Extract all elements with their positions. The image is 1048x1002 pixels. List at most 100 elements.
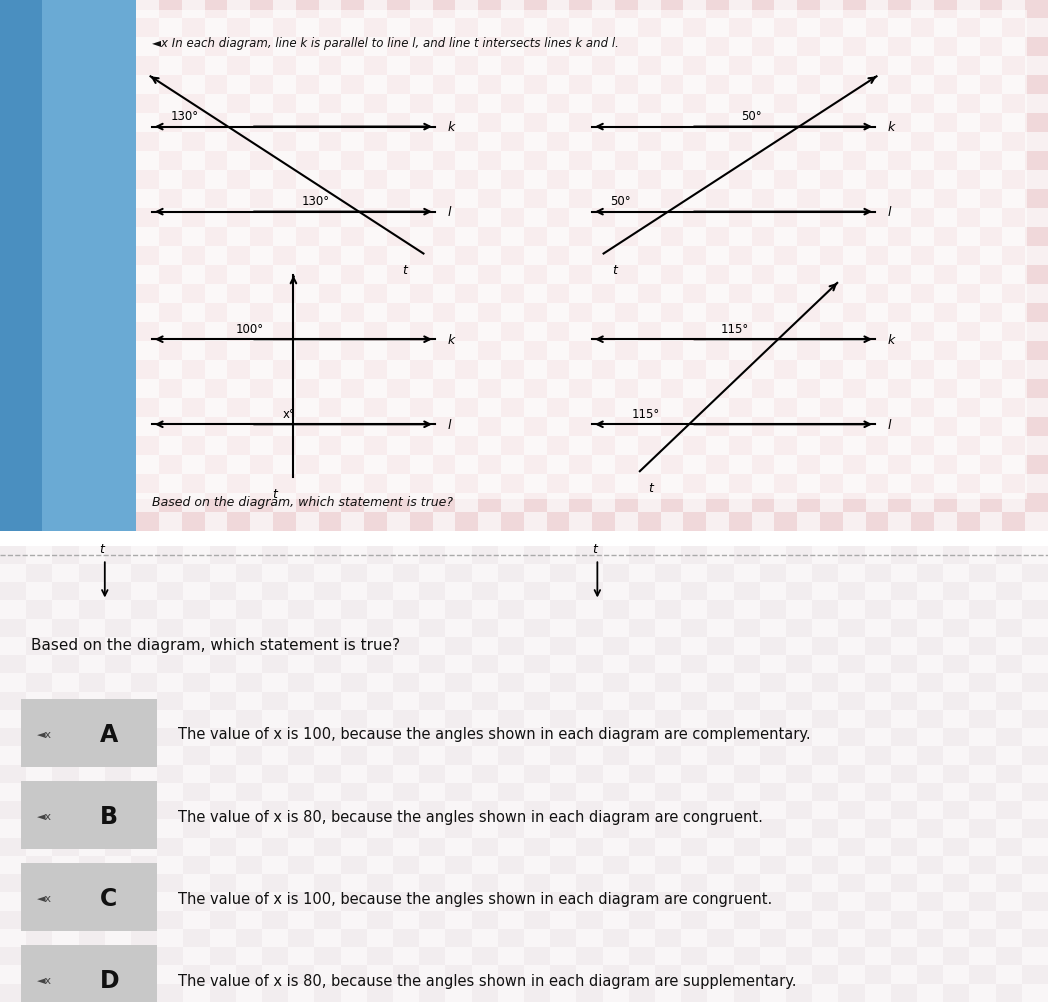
Bar xyxy=(729,38,751,57)
Bar xyxy=(683,455,706,474)
Bar xyxy=(865,692,891,710)
Bar xyxy=(498,728,524,746)
Bar xyxy=(341,929,367,947)
Bar xyxy=(524,673,550,692)
Bar xyxy=(419,619,445,637)
Bar xyxy=(969,546,996,564)
Bar xyxy=(1002,304,1025,323)
Bar xyxy=(478,133,501,151)
Bar xyxy=(319,474,342,493)
Bar xyxy=(891,893,917,911)
Bar xyxy=(838,564,865,582)
Bar xyxy=(0,728,26,746)
Bar xyxy=(637,76,660,95)
Bar xyxy=(996,710,1022,728)
Bar xyxy=(889,0,912,19)
Bar xyxy=(183,582,210,601)
Bar xyxy=(917,637,943,655)
Bar xyxy=(387,455,410,474)
Bar xyxy=(734,856,760,875)
Bar xyxy=(603,564,629,582)
Bar xyxy=(980,493,1003,512)
Bar xyxy=(911,266,934,285)
Bar xyxy=(576,893,603,911)
Bar xyxy=(996,929,1022,947)
Bar xyxy=(182,76,204,95)
Bar xyxy=(131,655,157,673)
Bar xyxy=(26,619,52,637)
Bar xyxy=(1025,38,1048,57)
Bar xyxy=(250,19,272,38)
Bar xyxy=(681,966,707,984)
Bar xyxy=(843,266,866,285)
Bar xyxy=(131,893,157,911)
Bar xyxy=(131,710,157,728)
Bar xyxy=(865,655,891,673)
Bar xyxy=(26,984,52,1002)
Bar xyxy=(105,564,131,582)
Bar xyxy=(592,474,615,493)
Bar xyxy=(786,911,812,929)
Bar xyxy=(751,208,774,227)
Bar xyxy=(629,911,655,929)
Bar xyxy=(445,893,472,911)
Bar xyxy=(969,911,996,929)
Bar xyxy=(786,802,812,820)
Bar xyxy=(342,493,364,512)
Bar xyxy=(262,984,288,1002)
Bar xyxy=(445,564,472,582)
Bar xyxy=(820,304,843,323)
Bar xyxy=(131,856,157,875)
Bar xyxy=(1002,493,1025,512)
Bar xyxy=(707,619,734,637)
Bar xyxy=(472,619,498,637)
Bar xyxy=(1002,170,1025,189)
Bar xyxy=(342,170,364,189)
Bar xyxy=(592,170,615,189)
Bar xyxy=(410,208,433,227)
Bar xyxy=(592,455,615,474)
Bar xyxy=(498,546,524,564)
Bar xyxy=(227,0,250,19)
Bar xyxy=(159,38,181,57)
Bar xyxy=(843,189,866,208)
Text: t: t xyxy=(402,264,408,277)
Bar xyxy=(365,38,387,57)
Bar xyxy=(592,512,615,531)
Bar xyxy=(136,266,159,285)
Bar xyxy=(734,673,760,692)
Bar xyxy=(1002,361,1025,380)
Bar xyxy=(1002,95,1025,114)
Bar xyxy=(236,966,262,984)
Bar xyxy=(367,601,393,619)
Bar xyxy=(478,38,501,57)
Bar xyxy=(472,984,498,1002)
Bar xyxy=(655,637,681,655)
Bar xyxy=(319,512,342,531)
Bar xyxy=(501,455,524,474)
Bar xyxy=(576,838,603,856)
Bar xyxy=(838,655,865,673)
Bar xyxy=(501,151,524,170)
Bar xyxy=(524,911,550,929)
Bar xyxy=(288,893,314,911)
Bar xyxy=(866,361,889,380)
Bar xyxy=(1025,76,1048,95)
Bar xyxy=(445,728,472,746)
Bar xyxy=(105,619,131,637)
Bar xyxy=(182,285,204,304)
Bar xyxy=(236,582,262,601)
Bar xyxy=(615,0,637,19)
Bar xyxy=(314,582,341,601)
Bar xyxy=(891,601,917,619)
Bar xyxy=(227,38,250,57)
Bar xyxy=(272,208,296,227)
Bar xyxy=(760,728,786,746)
Bar xyxy=(478,361,501,380)
Bar xyxy=(341,564,367,582)
Bar xyxy=(660,285,683,304)
Bar xyxy=(655,655,681,673)
Bar xyxy=(136,474,159,493)
Text: 50°: 50° xyxy=(610,195,631,208)
Bar xyxy=(26,564,52,582)
